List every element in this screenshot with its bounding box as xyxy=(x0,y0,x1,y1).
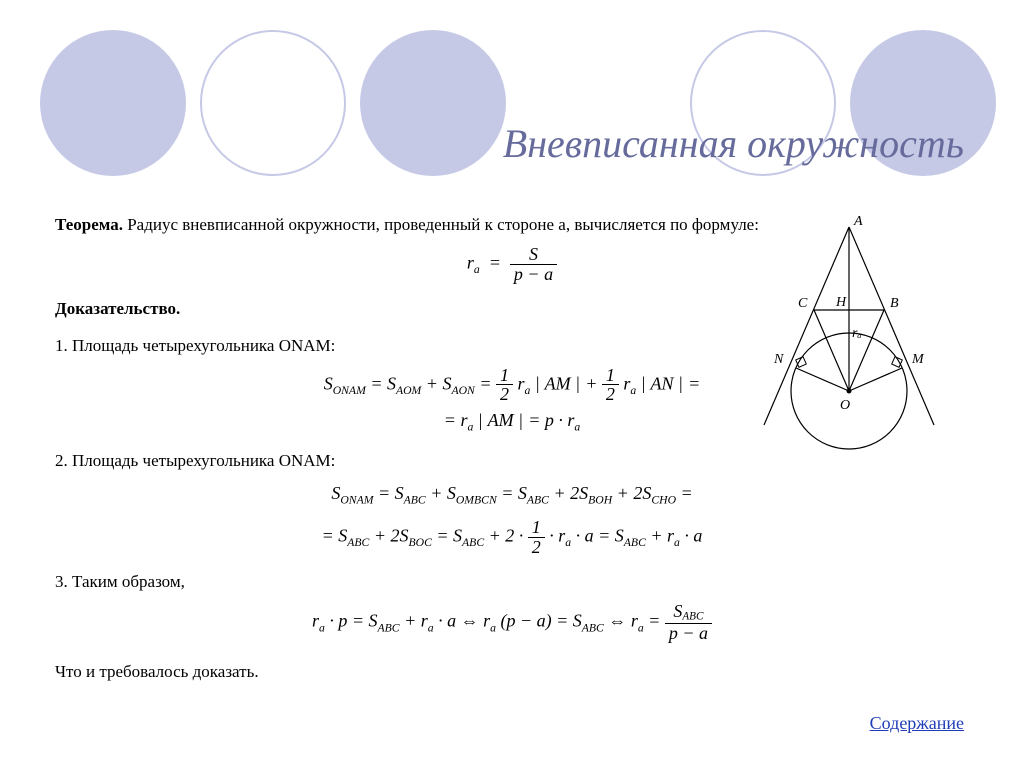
label-M: M xyxy=(911,352,925,367)
line-AN xyxy=(764,227,849,425)
label-C: C xyxy=(798,296,808,311)
theorem-text: Радиус вневписанной окружности, проведен… xyxy=(123,215,759,234)
label-N: N xyxy=(773,352,784,367)
label-A: A xyxy=(853,215,863,229)
formula-den: p − a xyxy=(510,265,557,284)
label-H: H xyxy=(835,295,847,310)
formula-lhs: r xyxy=(467,252,474,272)
circle-3 xyxy=(360,30,506,176)
line-AM xyxy=(849,227,934,425)
circle-2 xyxy=(200,30,346,176)
page-title: Вневписанная окружность xyxy=(503,120,964,167)
formula-lhs-sub: a xyxy=(474,263,480,276)
line-OC xyxy=(814,310,849,391)
label-O: O xyxy=(840,398,850,413)
step2-f2: = SABC + 2SBOC = SABC + 2 · 12 · ra · a … xyxy=(55,518,969,557)
circle-1 xyxy=(40,30,186,176)
label-B: B xyxy=(890,296,899,311)
qed-line: Что и требовалось доказать. xyxy=(55,661,969,684)
step2-f1: SONAM = SABC + SOMBCN = SABC + 2SBOH + 2… xyxy=(55,481,969,508)
theorem-label: Теорема. xyxy=(55,215,123,234)
point-O xyxy=(847,389,852,394)
step3-text: 3. Таким образом, xyxy=(55,571,969,594)
label-ra: rₐ xyxy=(852,326,862,341)
line-OB xyxy=(849,310,884,391)
step3-f1: ra · p = SABC + ra · a ⇔ ra (p − a) = SA… xyxy=(55,602,969,643)
contents-link[interactable]: Содержание xyxy=(870,713,964,734)
excircle-diagram: A C B H N M rₐ O xyxy=(734,215,964,455)
formula-num: S xyxy=(510,245,557,265)
